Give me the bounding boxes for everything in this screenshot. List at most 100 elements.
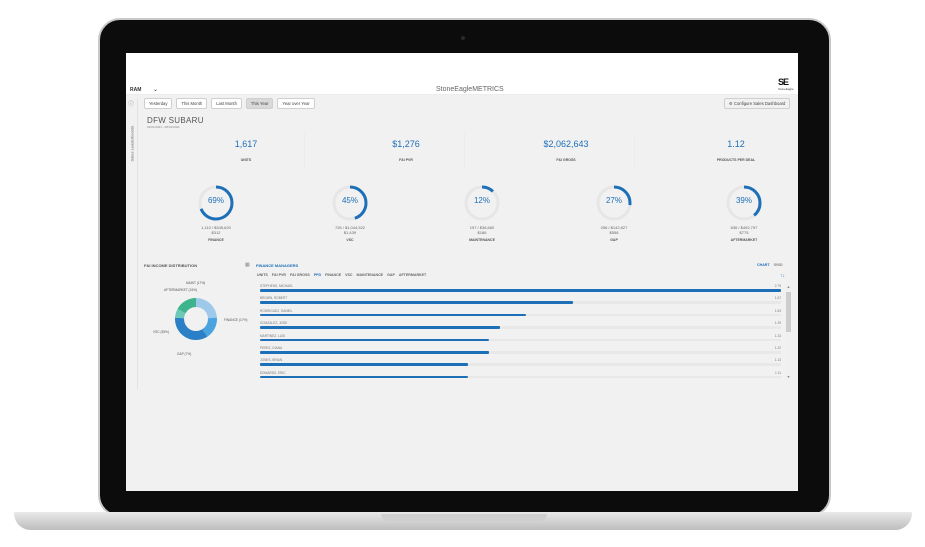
distribution-title: F&I INCOME DISTRIBUTION [144, 263, 198, 268]
date-button[interactable]: Year over Year [277, 98, 315, 109]
kpi-label: PRODUCTS PER DEAL [716, 158, 756, 162]
pie-label: AFTERMARKET (24%) [164, 288, 198, 292]
pie-chart [175, 298, 217, 340]
metric-tab[interactable]: F&I PVR [271, 273, 286, 277]
manager-name: PEREZ, DIANA [260, 345, 283, 350]
date-range-buttons: Yesterday This Month Last Month This Year Ye… [144, 98, 315, 109]
bar-fill [260, 363, 469, 366]
date-button[interactable]: Yesterday [144, 98, 173, 109]
metric-tab[interactable]: F&I GROSS [289, 273, 310, 277]
view-toggle-option[interactable]: CHART [757, 263, 770, 267]
divider [126, 94, 798, 95]
date-button[interactable]: This Month [176, 98, 208, 109]
scrollbar[interactable]: ▴ ▾ [786, 284, 791, 380]
view-toggle: CHART GRID [757, 263, 783, 267]
gauge: 45% 726 / $1,044,522 $1,439 VSC [300, 183, 400, 242]
bar-track [260, 350, 781, 354]
pie-slice[interactable] [175, 308, 186, 319]
pie-label: GAP (7%) [177, 352, 192, 356]
sidebar-label[interactable]: Sales Leaderboards [129, 125, 135, 162]
kpi-label: F&I PVR [399, 158, 413, 162]
metric-tab[interactable]: UNITS [257, 273, 268, 277]
configure-label: Configure Sales Dashboard [733, 101, 786, 106]
date-button[interactable]: This Year [245, 98, 274, 109]
grid-icon[interactable]: ▦ [245, 262, 250, 268]
gauge-detail: 197 / $36,660 $186 [432, 225, 532, 235]
kpi-row: 1,617 UNITS $1,276 F&I PVR $2,062,643 F&I GRO… [171, 133, 796, 165]
pie-slice[interactable] [196, 298, 217, 319]
kpi-card: $1,276 F&I PVR [331, 133, 481, 162]
gauge-detail: 636 / $492,797 $775 [694, 225, 794, 235]
bar-track [260, 363, 781, 366]
gauge-ring [596, 185, 632, 221]
gauge-percent: 69% [207, 196, 224, 205]
gauge-line2: $1,439 [343, 230, 357, 235]
laptop-notch [381, 514, 547, 521]
manager-value: 1.22 [774, 345, 781, 350]
pie-slice[interactable] [202, 317, 217, 337]
pie-slice[interactable] [177, 298, 196, 314]
metric-tab[interactable]: VSC [345, 273, 353, 277]
gauge-percent: 12% [473, 196, 490, 205]
manager-name: EDWARDS, ERIC [260, 370, 286, 375]
manager-row[interactable]: BROWN, ROBERT 1.67 [260, 296, 781, 308]
info-icon[interactable]: ⓘ [128, 102, 135, 108]
gauge-ring [198, 185, 234, 221]
manager-row[interactable]: RODRIGUEZ, DANIEL 1.63 [260, 309, 781, 321]
manager-name: STEPHENS, MICHAEL [260, 284, 294, 288]
gauge-line1: 1,110 / $345,620 [201, 225, 231, 230]
gauge-percent: 27% [605, 196, 622, 205]
gauge-fill [464, 185, 500, 221]
manager-value: 1.29 [774, 321, 781, 326]
bar-track [260, 338, 781, 342]
manager-value: 1.11 [775, 370, 781, 375]
manager-value: 1.63 [774, 308, 781, 313]
scroll-thumb[interactable] [786, 292, 791, 332]
manager-name: BROWN, ROBERT [260, 296, 288, 301]
chevron-down-icon[interactable]: ⌄ [153, 87, 159, 93]
configure-dashboard-button[interactable]: ⚙ Configure Sales Dashboard [724, 98, 791, 109]
manager-row[interactable]: GONZALEZ, JOSE 1.29 [260, 321, 781, 333]
gauge-name: VSC [346, 238, 354, 242]
pie-label: FINANCE (17%) [224, 318, 248, 322]
bar-track [260, 375, 781, 379]
manager-row[interactable]: STEPHENS, MICHAEL 2.79 [260, 284, 781, 296]
gauge-line2: $558 [609, 230, 619, 235]
metric-tab[interactable]: MAINTENANCE [356, 273, 384, 277]
top-bar: RAM ⌄ StoneEagleMETRICS SE StoneEagle [126, 53, 798, 95]
divider [464, 133, 465, 169]
manager-value: 1.13 [774, 358, 781, 363]
kpi-card: 1,617 UNITS [171, 133, 321, 162]
dealer-date: 01/01/2021 - 08/31/2021 [147, 125, 180, 129]
pie-label: MAINT (17%) [186, 281, 206, 285]
gauge-detail: 1,110 / $345,620 $312 [166, 225, 266, 235]
divider [634, 133, 635, 169]
screen: RAM ⌄ StoneEagleMETRICS SE StoneEagle ⓘ … [126, 53, 798, 491]
gauge-line1: 256 / $142,827 [600, 225, 628, 230]
store-select[interactable]: RAM [130, 87, 142, 93]
bar-fill [260, 338, 490, 342]
manager-row[interactable]: JONES, BRIAN 1.13 [260, 358, 781, 370]
camera [461, 36, 465, 40]
metric-tab[interactable]: PPD [313, 273, 322, 277]
metric-tab[interactable]: FINANCE [325, 273, 342, 277]
date-button[interactable]: Last Month [211, 98, 242, 109]
manager-row[interactable]: EDWARDS, ERIC 1.11 [260, 371, 781, 383]
manager-row[interactable]: PEREZ, DIANA 1.22 [260, 346, 781, 358]
gauge-ring [464, 185, 500, 221]
gauge-line1: 636 / $492,797 [730, 225, 758, 230]
metric-tab[interactable]: GAP [387, 273, 395, 277]
scroll-up-icon[interactable]: ▴ [787, 284, 790, 289]
gauge-fill [198, 185, 234, 221]
gauge-line2: $775 [739, 230, 749, 235]
metric-tab[interactable]: AFTERMARKET [398, 273, 427, 277]
bar-track [260, 326, 781, 329]
sort-arrows-icon[interactable]: ↑↓ [780, 273, 785, 279]
view-toggle-option[interactable]: GRID [773, 263, 783, 267]
scroll-down-icon[interactable]: ▾ [787, 374, 790, 379]
divider [304, 133, 305, 169]
sidebar-tab[interactable]: ⓘ Sales Leaderboards [126, 99, 138, 389]
gauge-name: FINANCE [208, 238, 224, 242]
manager-row[interactable]: MARTINEZ, LUIS 1.23 [260, 334, 781, 346]
pie-slice[interactable] [175, 317, 208, 340]
